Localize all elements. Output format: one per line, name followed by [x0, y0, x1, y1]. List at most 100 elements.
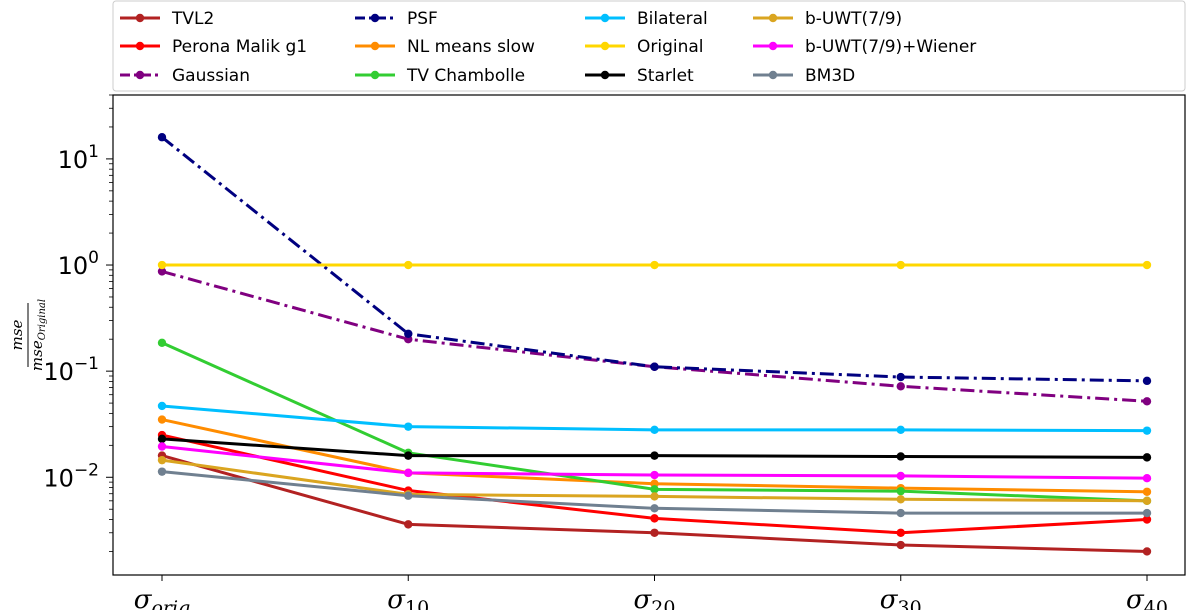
legend-item-gaussian: Gaussian: [120, 66, 250, 86]
legend-label: BM3D: [805, 66, 855, 86]
x-tick-sub: 30: [898, 597, 922, 610]
legend-label: Bilateral: [637, 9, 708, 29]
data-point-perona-malik-g1: [896, 528, 905, 537]
legend-item-original: Original: [585, 37, 704, 57]
x-tick-label: σ10: [387, 585, 429, 610]
data-point-gaussian: [157, 267, 167, 276]
x-tick-label: σ20: [634, 585, 676, 610]
y-axis-label-denominator: mse: [28, 340, 46, 371]
x-tick-symbol: σ: [1126, 585, 1145, 610]
data-point-bilateral: [896, 425, 905, 435]
legend-label: Gaussian: [172, 66, 250, 86]
legend-swatch-marker: [135, 41, 145, 51]
data-point-tv-chambolle: [650, 485, 659, 494]
legend-label: NL means slow: [407, 37, 535, 57]
data-point-gaussian: [1142, 397, 1152, 406]
data-point-psf: [1142, 376, 1152, 386]
legend-swatch-marker: [768, 41, 778, 51]
data-point-original: [404, 260, 413, 270]
data-point-bilateral: [1142, 426, 1152, 435]
plot-area: [112, 94, 1186, 576]
legend-item-nl-means-slow: NL means slow: [355, 37, 535, 57]
legend-swatch-marker: [370, 13, 380, 23]
data-point-bm3d: [404, 491, 413, 500]
data-point-b-uwt-7-9-wiener: [404, 468, 413, 478]
legend-swatch-marker: [370, 70, 380, 80]
y-tick-label: 100: [58, 248, 99, 280]
data-point-original: [896, 260, 905, 270]
data-point-perona-malik-g1: [1142, 515, 1152, 524]
data-point-original: [650, 260, 659, 270]
x-tick-sub: 10: [405, 597, 429, 610]
data-point-tvl2: [404, 520, 413, 529]
y-tick-base: 10: [58, 146, 89, 174]
data-point-b-uwt-7-9: [650, 492, 659, 501]
data-point-tvl2: [650, 528, 659, 537]
data-point-tvl2: [896, 540, 905, 550]
legend-swatch-marker: [135, 70, 145, 80]
data-point-bilateral: [404, 422, 413, 431]
legend-item-bm3d: BM3D: [753, 66, 855, 86]
data-point-psf: [157, 133, 167, 142]
legend-swatch-marker: [768, 70, 778, 80]
data-point-tv-chambolle: [157, 338, 167, 347]
data-point-nl-means-slow: [157, 415, 167, 424]
data-point-bilateral: [157, 401, 167, 411]
x-tick-symbol: σ: [134, 585, 153, 610]
legend-swatch-marker: [600, 41, 610, 51]
legend-item-b-uwt-7-9: b-UWT(7/9): [753, 9, 902, 29]
data-point-b-uwt-7-9-wiener: [650, 470, 659, 480]
data-point-tv-chambolle: [896, 486, 905, 496]
legend-swatch-marker: [768, 13, 778, 23]
x-tick-label: σorig: [134, 585, 191, 610]
legend-label: Original: [637, 37, 704, 57]
legend-label: b-UWT(7/9)+Wiener: [805, 37, 976, 57]
data-point-original: [157, 260, 167, 270]
data-point-bm3d: [1142, 508, 1152, 518]
x-tick-sub: 40: [1144, 597, 1168, 610]
legend-item-b-uwt-7-9-wiener: b-UWT(7/9)+Wiener: [753, 37, 976, 57]
legend-label: TV Chambolle: [406, 66, 525, 86]
legend-swatch-marker: [135, 13, 145, 23]
x-tick-sub: orig: [151, 597, 190, 610]
legend-item-tv-chambolle: TV Chambolle: [355, 66, 525, 86]
x-tick-symbol: σ: [387, 585, 406, 610]
y-tick-exp: 0: [88, 248, 99, 268]
data-point-perona-malik-g1: [650, 514, 659, 523]
svg-text:mseOriginal: mseOriginal: [28, 299, 48, 371]
data-point-b-uwt-7-9-wiener: [896, 471, 905, 481]
series-line-gaussian: [161, 269, 1148, 403]
x-tick-sub: 20: [651, 597, 675, 610]
data-point-tvl2: [1142, 547, 1152, 556]
data-point-original: [1142, 260, 1152, 270]
data-point-psf: [896, 372, 905, 382]
y-tick-label: 10−2: [43, 460, 99, 492]
legend: TVL2 Perona Malik g1 Gaussian PSF NL means s…: [112, 0, 1186, 92]
legend-frame: [112, 0, 1186, 92]
legend-item-starlet: Starlet: [585, 66, 694, 86]
data-point-b-uwt-7-9: [896, 495, 905, 504]
legend-item-bilateral: Bilateral: [585, 9, 708, 29]
y-axis-label-numerator: mse: [8, 319, 26, 350]
data-point-starlet: [1142, 453, 1152, 462]
y-tick-base: 10: [58, 252, 89, 280]
data-point-bm3d: [896, 508, 905, 518]
data-point-psf: [650, 362, 659, 371]
data-point-gaussian: [896, 382, 905, 391]
x-tick-symbol: σ: [634, 585, 653, 610]
legend-swatch-marker: [370, 41, 380, 51]
legend-swatch-marker: [600, 70, 610, 80]
x-tick-symbol: σ: [880, 585, 899, 610]
y-axis-label-denominator-sub: Original: [37, 299, 48, 340]
y-tick-label: 101: [58, 142, 99, 174]
data-point-b-uwt-7-9: [1142, 496, 1152, 506]
legend-label: b-UWT(7/9): [805, 9, 902, 29]
data-point-starlet: [157, 434, 167, 444]
data-point-starlet: [404, 451, 413, 460]
y-tick-exp: 1: [88, 142, 99, 162]
data-point-b-uwt-7-9-wiener: [1142, 474, 1152, 483]
data-point-b-uwt-7-9: [157, 455, 167, 465]
series-points: [157, 133, 1152, 556]
legend-swatch-marker: [600, 13, 610, 23]
